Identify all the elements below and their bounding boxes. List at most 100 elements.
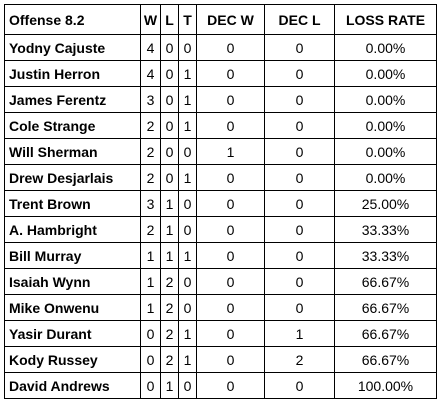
stat-cell: 0 (264, 164, 335, 191)
stat-cell: 0 (196, 60, 265, 87)
header-cell: Offense 8.2 (4, 4, 141, 35)
stat-cell: 0 (196, 164, 265, 191)
stat-cell: 0 (178, 372, 197, 399)
stat-cell: 0 (196, 268, 265, 295)
stat-cell: 1 (160, 216, 179, 243)
stat-cell: 0 (160, 138, 179, 165)
stat-cell: 3 (140, 190, 161, 217)
header-cell: W (140, 4, 161, 35)
stat-cell: 0.00% (334, 138, 437, 165)
stat-cell: 0 (160, 86, 179, 113)
stat-cell: 1 (178, 86, 197, 113)
header-cell: DEC L (264, 4, 335, 35)
table-row: Drew Desjarlais 2 0 1 0 0 0.00% (4, 164, 437, 191)
stat-cell: 2 (160, 294, 179, 321)
stat-cell: 0 (264, 60, 335, 87)
player-name: James Ferentz (4, 86, 141, 113)
stat-cell: 0 (178, 138, 197, 165)
header-row: Offense 8.2 W L T DEC W DEC L LOSS RATE (4, 4, 437, 35)
stat-cell: 2 (140, 164, 161, 191)
stat-cell: 0 (196, 242, 265, 269)
stat-cell: 1 (160, 190, 179, 217)
table-row: Will Sherman 2 0 0 1 0 0.00% (4, 138, 437, 165)
player-name: Cole Strange (4, 112, 141, 139)
stat-cell: 1 (178, 346, 197, 373)
stat-cell: 0.00% (334, 86, 437, 113)
stat-cell: 0 (196, 320, 265, 347)
stat-cell: 4 (140, 60, 161, 87)
table-row: Justin Herron 4 0 1 0 0 0.00% (4, 60, 437, 87)
table-row: David Andrews 0 1 0 0 0 100.00% (4, 372, 437, 399)
stat-cell: 0 (264, 112, 335, 139)
stat-cell: 33.33% (334, 216, 437, 243)
header-cell: LOSS RATE (334, 4, 437, 35)
player-name: Justin Herron (4, 60, 141, 87)
stat-cell: 0 (178, 216, 197, 243)
stat-cell: 0 (264, 242, 335, 269)
table-row: Bill Murray 1 1 1 0 0 33.33% (4, 242, 437, 269)
stat-cell: 0 (264, 216, 335, 243)
player-name: A. Hambright (4, 216, 141, 243)
player-name: Will Sherman (4, 138, 141, 165)
table-row: A. Hambright 2 1 0 0 0 33.33% (4, 216, 437, 243)
stat-cell: 0.00% (334, 34, 437, 61)
stat-cell: 0 (264, 268, 335, 295)
table-body: Yodny Cajuste 4 0 0 0 0 0.00% Justin Herron 4 0 1 0… (4, 34, 437, 399)
table-row: Cole Strange 2 0 1 0 0 0.00% (4, 112, 437, 139)
player-name: Isaiah Wynn (4, 268, 141, 295)
stat-cell: 1 (178, 112, 197, 139)
stat-cell: 1 (140, 294, 161, 321)
table-header: Offense 8.2 W L T DEC W DEC L LOSS RATE (4, 4, 437, 35)
stat-cell: 0 (196, 216, 265, 243)
stat-cell: 0 (178, 294, 197, 321)
stat-cell: 0 (160, 164, 179, 191)
stat-cell: 2 (160, 320, 179, 347)
table-row: Isaiah Wynn 1 2 0 0 0 66.67% (4, 268, 437, 295)
stat-cell: 1 (160, 242, 179, 269)
stat-cell: 0 (264, 34, 335, 61)
stat-cell: 0 (264, 86, 335, 113)
player-name: Kody Russey (4, 346, 141, 373)
stat-cell: 0 (178, 34, 197, 61)
stat-cell: 0 (140, 320, 161, 347)
stat-cell: 2 (140, 138, 161, 165)
table-row: Trent Brown 3 1 0 0 0 25.00% (4, 190, 437, 217)
stat-cell: 1 (178, 60, 197, 87)
stat-cell: 1 (160, 372, 179, 399)
stat-cell: 0 (178, 190, 197, 217)
stat-cell: 1 (140, 268, 161, 295)
stat-cell: 0 (196, 294, 265, 321)
player-name: Yasir Durant (4, 320, 141, 347)
stat-cell: 1 (140, 242, 161, 269)
stat-cell: 2 (140, 216, 161, 243)
stat-cell: 1 (178, 164, 197, 191)
stat-cell: 0 (160, 60, 179, 87)
header-cell: DEC W (196, 4, 265, 35)
stat-cell: 0 (196, 346, 265, 373)
stat-cell: 2 (160, 346, 179, 373)
stats-table: Offense 8.2 W L T DEC W DEC L LOSS RATE Yodny … (4, 4, 437, 399)
stat-cell: 66.67% (334, 268, 437, 295)
stat-cell: 2 (264, 346, 335, 373)
stat-cell: 66.67% (334, 294, 437, 321)
stat-cell: 0 (264, 294, 335, 321)
stat-cell: 1 (178, 242, 197, 269)
player-name: Drew Desjarlais (4, 164, 141, 191)
stat-cell: 1 (196, 138, 265, 165)
player-name: Yodny Cajuste (4, 34, 141, 61)
stat-cell: 0 (140, 372, 161, 399)
stat-cell: 4 (140, 34, 161, 61)
stat-cell: 0 (196, 112, 265, 139)
stat-cell: 0.00% (334, 112, 437, 139)
stat-cell: 100.00% (334, 372, 437, 399)
stat-cell: 0 (196, 86, 265, 113)
stat-cell: 2 (160, 268, 179, 295)
player-name: Mike Onwenu (4, 294, 141, 321)
stat-cell: 0.00% (334, 164, 437, 191)
stat-cell: 33.33% (334, 242, 437, 269)
stat-cell: 0 (178, 268, 197, 295)
stat-cell: 0 (196, 372, 265, 399)
stat-cell: 3 (140, 86, 161, 113)
stat-cell: 1 (264, 320, 335, 347)
stat-cell: 25.00% (334, 190, 437, 217)
